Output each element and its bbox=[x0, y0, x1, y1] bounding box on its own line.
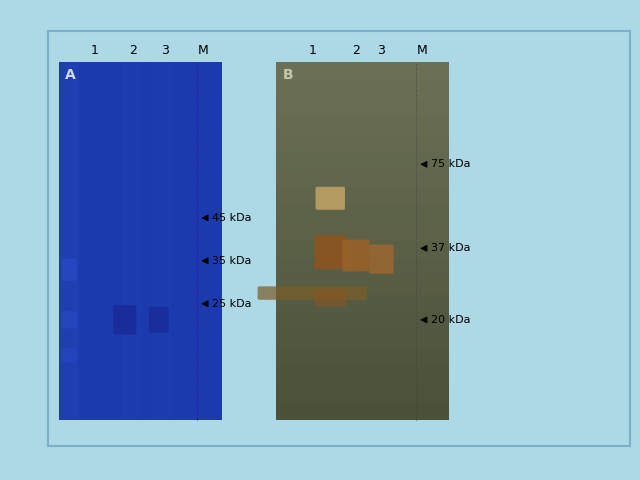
Text: 1: 1 bbox=[91, 44, 99, 57]
FancyBboxPatch shape bbox=[61, 259, 77, 281]
FancyBboxPatch shape bbox=[314, 235, 346, 269]
Bar bbox=[276, 330, 449, 348]
Bar bbox=[276, 366, 449, 384]
Bar bbox=[276, 348, 449, 366]
FancyBboxPatch shape bbox=[148, 307, 169, 333]
Bar bbox=[276, 187, 449, 205]
FancyBboxPatch shape bbox=[314, 290, 346, 307]
Bar bbox=[276, 80, 449, 98]
Bar bbox=[276, 402, 449, 420]
Text: A: A bbox=[65, 68, 76, 82]
Bar bbox=[276, 133, 449, 152]
FancyBboxPatch shape bbox=[342, 240, 369, 271]
FancyBboxPatch shape bbox=[113, 305, 136, 335]
Text: 3: 3 bbox=[161, 44, 169, 57]
FancyBboxPatch shape bbox=[61, 311, 77, 328]
FancyBboxPatch shape bbox=[257, 287, 367, 300]
Bar bbox=[48, 31, 630, 446]
Text: 35 kDa: 35 kDa bbox=[212, 256, 252, 266]
Text: 2: 2 bbox=[129, 44, 137, 57]
Bar bbox=[276, 294, 449, 313]
Text: M: M bbox=[198, 44, 209, 57]
Bar bbox=[276, 116, 449, 134]
Bar bbox=[276, 169, 449, 188]
Text: 20 kDa: 20 kDa bbox=[431, 315, 470, 325]
Text: B: B bbox=[283, 68, 294, 82]
Text: 45 kDa: 45 kDa bbox=[212, 213, 252, 223]
Bar bbox=[122, 62, 141, 420]
Text: 25 kDa: 25 kDa bbox=[212, 299, 252, 309]
Bar bbox=[276, 312, 449, 331]
Bar bbox=[59, 62, 222, 420]
Bar bbox=[276, 384, 449, 402]
FancyBboxPatch shape bbox=[316, 187, 345, 210]
FancyBboxPatch shape bbox=[369, 244, 394, 274]
Bar bbox=[276, 223, 449, 241]
Text: 75 kDa: 75 kDa bbox=[431, 159, 470, 169]
Text: 2: 2 bbox=[352, 44, 360, 57]
Bar bbox=[276, 259, 449, 277]
Text: 3: 3 bbox=[378, 44, 385, 57]
Text: M: M bbox=[417, 44, 428, 57]
Text: 1: 1 bbox=[308, 44, 316, 57]
Bar bbox=[276, 151, 449, 169]
FancyBboxPatch shape bbox=[61, 348, 77, 363]
Bar bbox=[276, 98, 449, 116]
Bar bbox=[60, 62, 79, 420]
Bar bbox=[276, 241, 449, 259]
Bar bbox=[276, 276, 449, 295]
Bar bbox=[276, 205, 449, 223]
Bar bbox=[276, 62, 449, 80]
Text: 37 kDa: 37 kDa bbox=[431, 243, 470, 253]
Bar bbox=[152, 62, 171, 420]
